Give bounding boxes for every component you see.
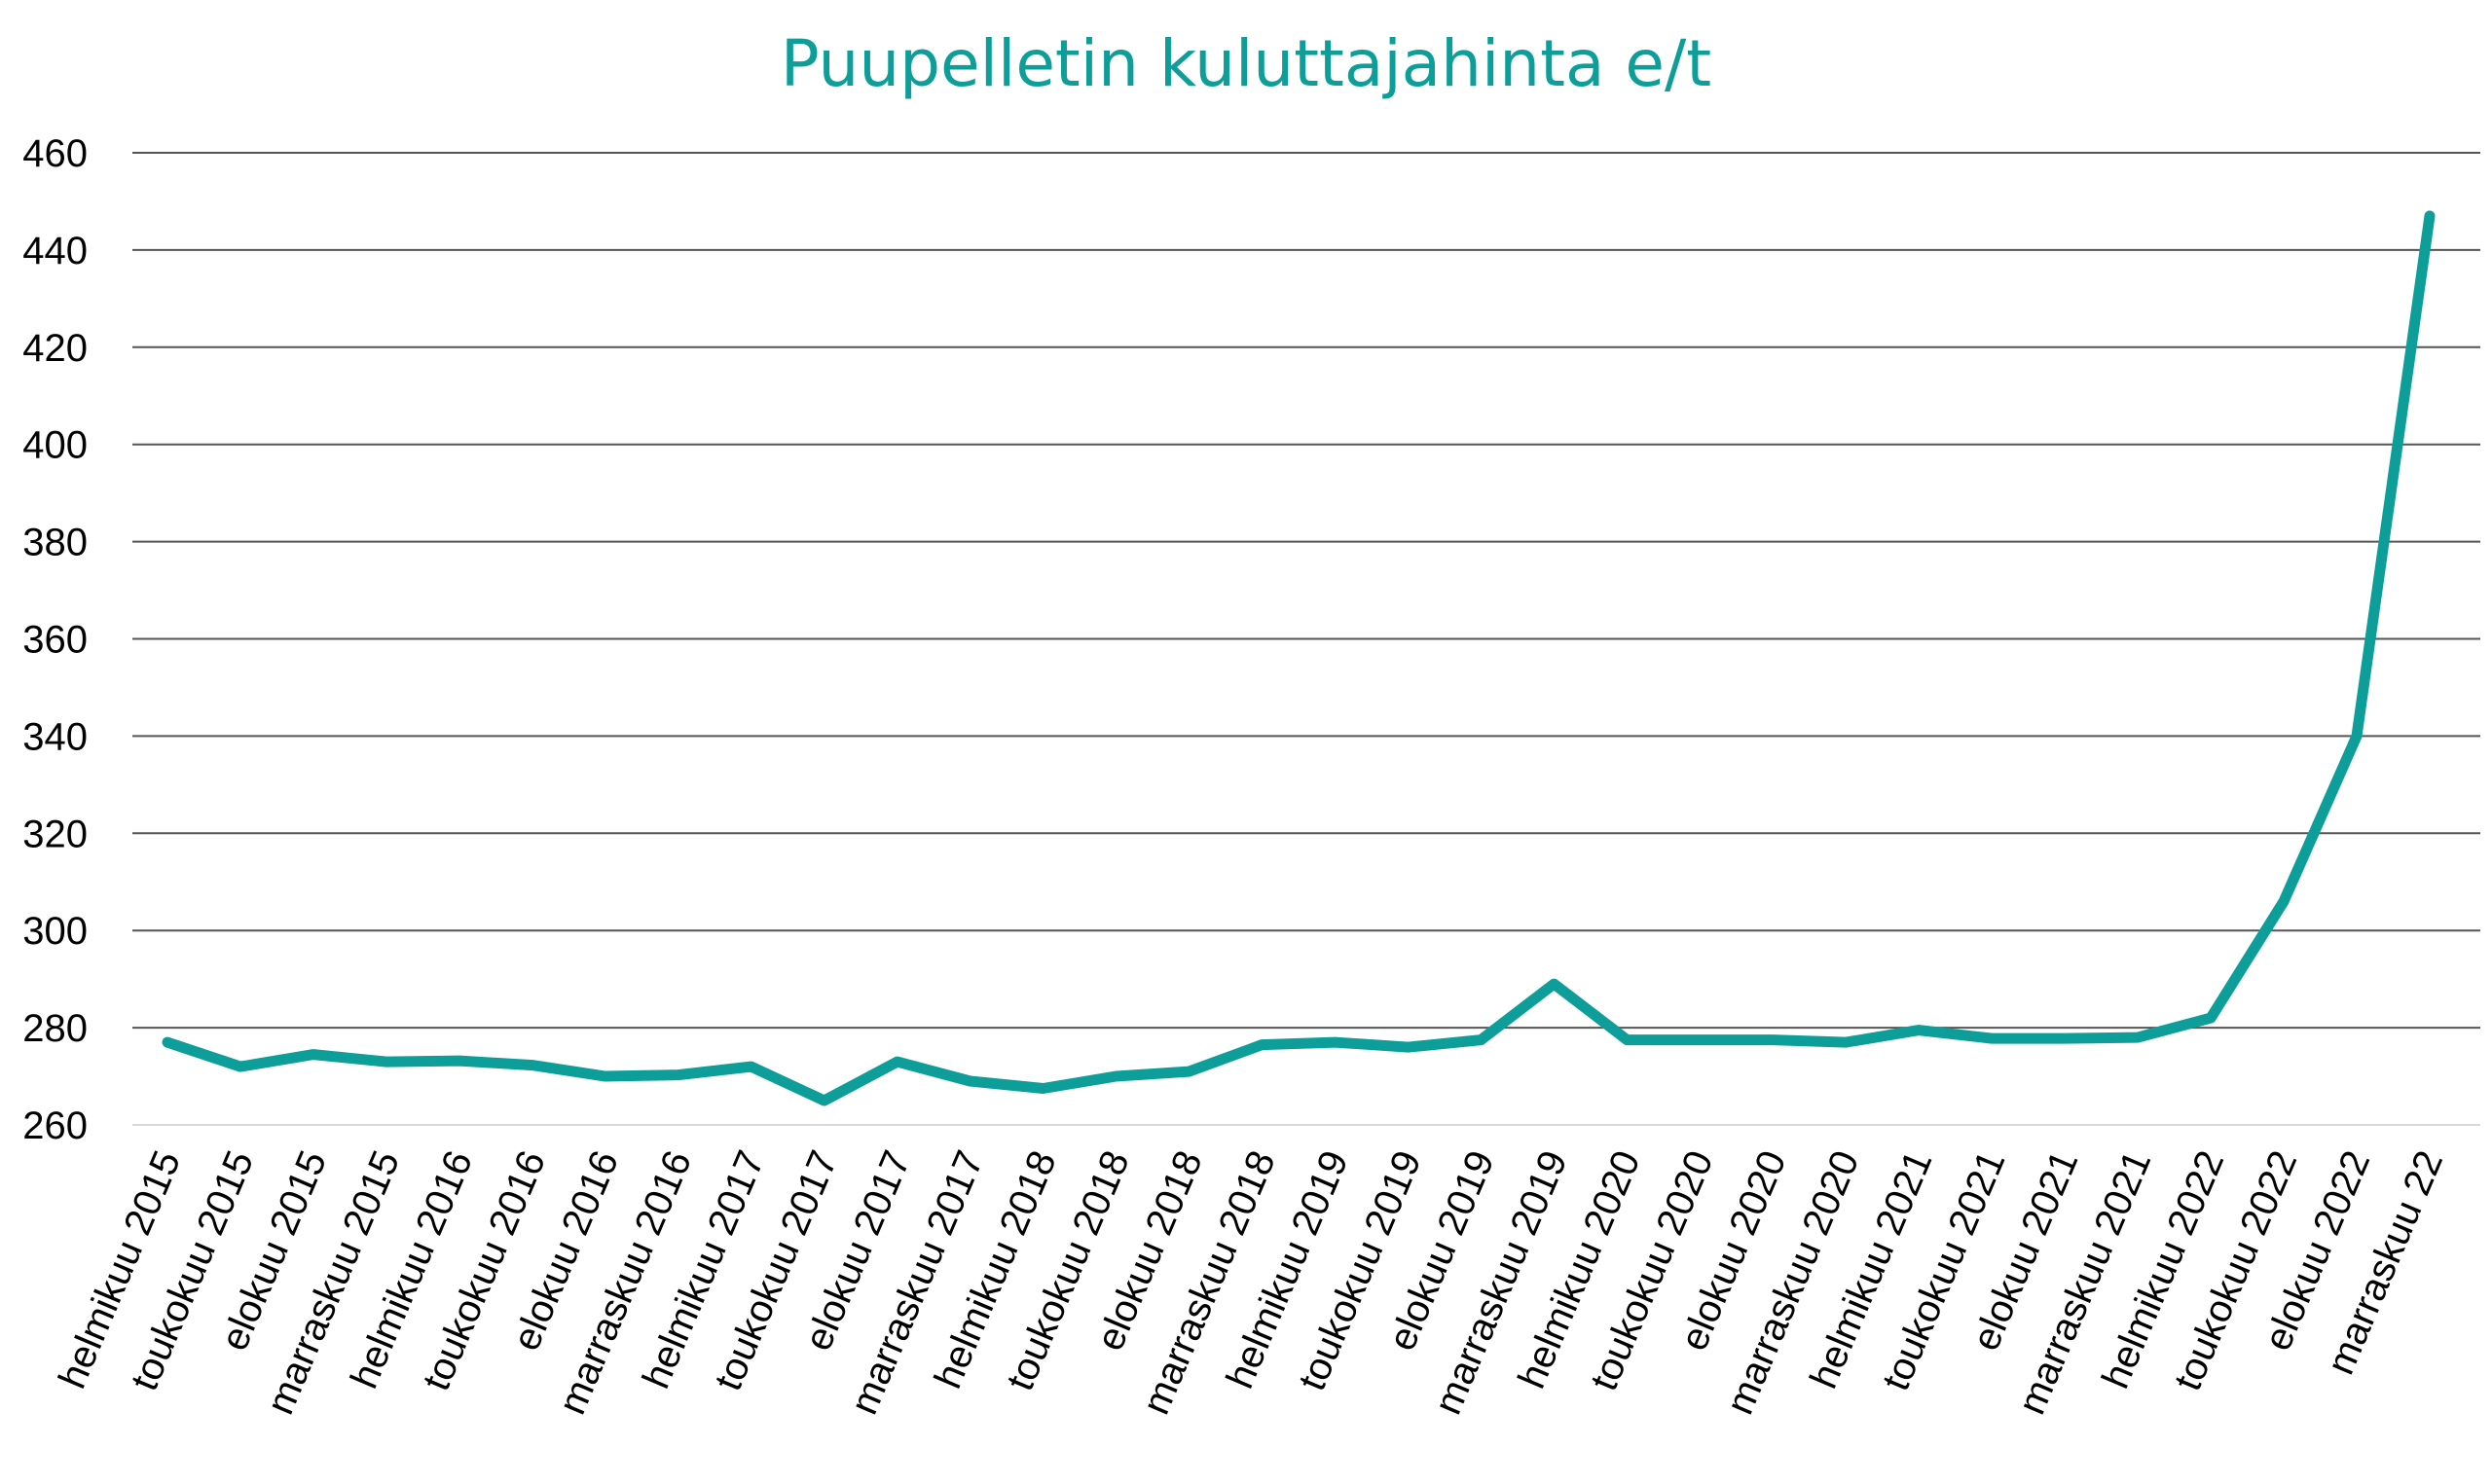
data-point (454, 1056, 464, 1067)
data-point (600, 1071, 610, 1082)
series-layer (162, 210, 2436, 1106)
data-point (1768, 1034, 1778, 1045)
series-line (162, 210, 2436, 1106)
data-point (235, 1062, 245, 1072)
data-point (1622, 1034, 1632, 1045)
gridlines (132, 152, 2480, 1126)
data-point (1695, 1034, 1705, 1045)
y-tick-label: 280 (22, 1007, 88, 1050)
chart-title: Puupelletin kuluttajahinta e/t (781, 26, 1711, 101)
y-tick-label: 400 (22, 424, 88, 467)
data-point (1184, 1067, 1194, 1077)
data-point (2133, 1032, 2144, 1043)
y-tick-label: 320 (22, 813, 88, 855)
data-point (381, 1057, 391, 1068)
data-point (892, 1057, 902, 1068)
y-tick-label: 360 (22, 619, 88, 662)
y-tick-label: 380 (22, 522, 88, 564)
data-point (1476, 1034, 1486, 1045)
data-point (1038, 1083, 1048, 1094)
data-point (527, 1060, 537, 1070)
data-point (308, 1049, 318, 1060)
y-tick-label: 340 (22, 715, 88, 758)
y-axis-tick-labels: 260 280 300 320 340 360 380 400 420 440 460 (22, 132, 88, 1147)
data-point (1841, 1037, 1851, 1048)
data-point (2206, 1013, 2217, 1024)
data-point (2425, 210, 2435, 221)
data-point (965, 1076, 975, 1087)
y-tick-label: 440 (22, 230, 88, 272)
y-tick-label: 460 (22, 132, 88, 175)
data-point (2279, 896, 2290, 907)
data-point (819, 1096, 829, 1106)
y-tick-label: 420 (22, 327, 88, 370)
data-point (2060, 1033, 2071, 1044)
data-point (746, 1062, 756, 1072)
data-point (1330, 1037, 1340, 1048)
y-tick-label: 260 (22, 1104, 88, 1147)
data-point (1549, 979, 1559, 990)
data-point (163, 1037, 172, 1048)
data-point (1111, 1071, 1121, 1082)
data-point (2352, 731, 2363, 742)
y-tick-label: 300 (22, 910, 88, 953)
data-point (1403, 1042, 1413, 1053)
data-point (1257, 1039, 1267, 1050)
data-point (1987, 1033, 1997, 1044)
data-point (673, 1069, 683, 1080)
data-point (1914, 1025, 1924, 1035)
